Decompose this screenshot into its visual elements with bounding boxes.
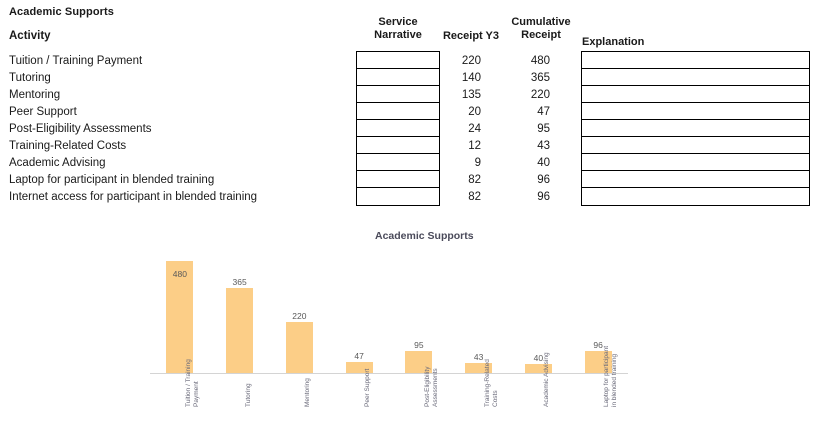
explanation-cell[interactable] [582,188,809,205]
table-cell-cumulative-receipt: 47 [537,106,550,118]
chart-bar [345,362,373,373]
service-narrative-cell[interactable] [357,52,439,69]
table-cell-cumulative-receipt: 95 [537,123,550,135]
explanation-input-column[interactable] [581,51,810,206]
chart-bar-value-label: 365 [232,277,247,287]
explanation-cell[interactable] [582,120,809,137]
chart-bar-value-label: 220 [292,311,307,321]
column-header-activity: Activity [9,30,51,42]
service-narrative-cell[interactable] [357,188,439,205]
chart-bar-value-label: 480 [172,269,187,279]
table-cell-receipt-y3: 82 [468,191,481,203]
chart-category-label: Laptop for participant in blended traini… [603,345,618,407]
table-cell-cumulative-receipt: 43 [537,140,550,152]
table-row-activity: Laptop for participant in blended traini… [9,174,215,186]
service-narrative-cell[interactable] [357,69,439,86]
table-cell-receipt-y3: 24 [468,123,481,135]
column-header-cumulative-receipt: Cumulative Receipt [503,16,579,42]
table-row-activity: Academic Advising [9,157,106,169]
bar-chart: Academic Supports 480 365 220 47 95 43 40 96 Tu… [0,222,816,445]
table-cell-receipt-y3: 82 [468,174,481,186]
chart-bar [524,364,552,373]
chart-category-label: Academic Advising [543,352,551,407]
chart-bar-value-label: 96 [593,340,603,350]
table-cell-receipt-y3: 9 [474,157,481,169]
cumulative-line-2: Receipt [521,29,561,41]
chart-x-axis [150,373,628,374]
table-row-activity: Training-Related Costs [9,140,127,152]
table-row-activity: Tuition / Training Payment [9,55,143,67]
explanation-cell[interactable] [582,69,809,86]
chart-bar-value-label: 47 [354,351,364,361]
table-cell-receipt-y3: 135 [461,89,481,101]
cumulative-line-1: Cumulative [511,16,571,28]
table-row-activity: Tutoring [9,72,51,84]
table-cell-receipt-y3: 140 [461,72,481,84]
cumulative-receipt-column: 480 365 220 47 95 43 40 96 96 [505,53,550,206]
column-header-explanation: Explanation [582,36,645,48]
service-narrative-input-column[interactable] [356,51,440,206]
table-cell-receipt-y3: 220 [461,55,481,67]
page-title: Academic Supports [9,6,115,18]
service-narrative-cell[interactable] [357,154,439,171]
service-narrative-cell[interactable] [357,120,439,137]
table-cell-cumulative-receipt: 220 [530,89,550,101]
chart-bar [285,322,313,373]
service-narrative-cell[interactable] [357,103,439,120]
chart-category-label: Tuition / Training Payment [184,359,200,407]
table-cell-cumulative-receipt: 96 [537,174,550,186]
chart-bar [166,261,194,373]
explanation-cell[interactable] [582,171,809,188]
service-narrative-line-2: Narrative [374,29,422,41]
column-header-service-narrative: Service Narrative [358,16,438,42]
chart-bar [465,363,493,373]
chart-category-label: Peer Support [364,368,372,407]
table-row-activity: Internet access for participant in blend… [9,191,258,203]
service-narrative-cell[interactable] [357,86,439,103]
chart-bar-value-label: 95 [414,340,424,350]
explanation-cell[interactable] [582,52,809,69]
chart-plot-area: 480 365 220 47 95 43 40 96 [150,252,628,373]
chart-category-label: Mentoring [304,378,312,407]
chart-category-label: Post-Eligibility Assessments [423,366,439,407]
table-cell-cumulative-receipt: 480 [530,55,550,67]
table-cell-cumulative-receipt: 96 [537,191,550,203]
chart-title: Academic Supports [375,230,474,242]
activity-column: Tuition / Training Payment Tutoring Mentor… [9,53,349,206]
chart-bar [584,351,612,373]
explanation-cell[interactable] [582,154,809,171]
service-narrative-cell[interactable] [357,137,439,154]
table-cell-cumulative-receipt: 365 [530,72,550,84]
service-narrative-line-1: Service [378,16,418,28]
explanation-cell[interactable] [582,86,809,103]
table-cell-receipt-y3: 20 [468,106,481,118]
chart-category-label: Tutoring [244,383,252,407]
chart-category-label: Training-Related Costs [483,359,499,407]
receipt-y3-column: 220 140 135 20 24 12 9 82 82 [440,53,481,206]
chart-bar [405,351,433,373]
table-cell-receipt-y3: 12 [468,140,481,152]
chart-bar-value-label: 40 [533,353,544,363]
table-row-activity: Peer Support [9,106,77,118]
explanation-cell[interactable] [582,103,809,120]
explanation-cell[interactable] [582,137,809,154]
service-narrative-cell[interactable] [357,171,439,188]
chart-bar [226,288,254,373]
table-cell-cumulative-receipt: 40 [537,157,550,169]
table-row-activity: Mentoring [9,89,61,101]
column-header-receipt-y3: Receipt Y3 [442,30,500,42]
table-row-activity: Post-Eligibility Assessments [9,123,152,135]
chart-bar-value-label: 43 [473,352,484,362]
